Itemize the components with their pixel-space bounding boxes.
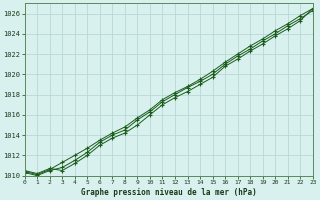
X-axis label: Graphe pression niveau de la mer (hPa): Graphe pression niveau de la mer (hPa) <box>81 188 257 197</box>
